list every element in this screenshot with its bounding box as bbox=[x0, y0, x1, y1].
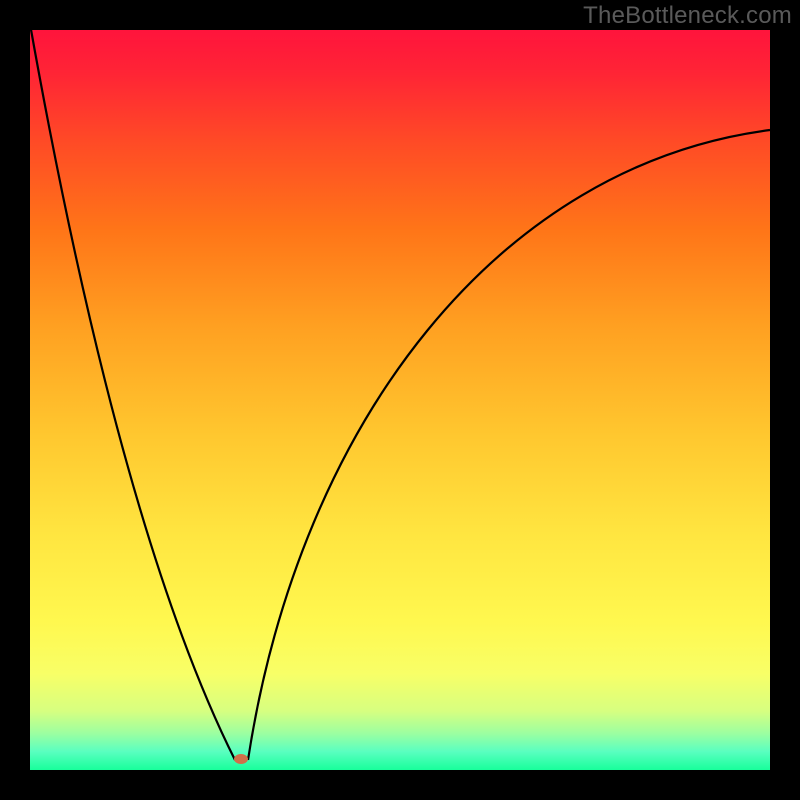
chart-frame: TheBottleneck.com bbox=[0, 0, 800, 800]
plot-area bbox=[30, 30, 770, 770]
watermark-text: TheBottleneck.com bbox=[583, 2, 792, 30]
optimal-point-marker bbox=[234, 754, 248, 764]
bottleneck-chart bbox=[0, 0, 800, 800]
